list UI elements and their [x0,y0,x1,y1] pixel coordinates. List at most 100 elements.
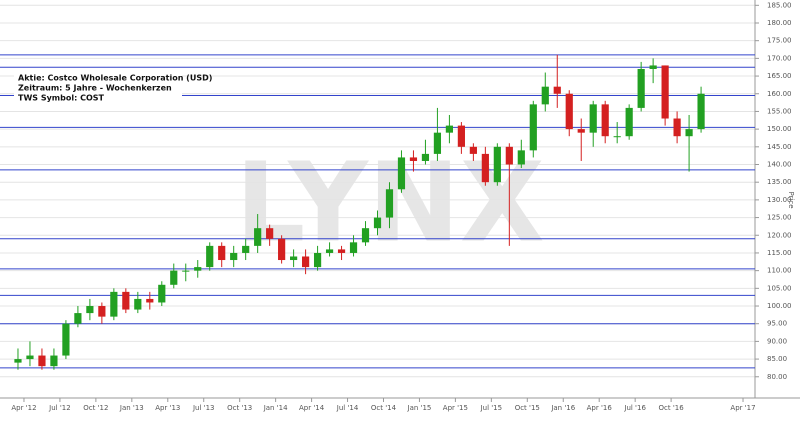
candle-body [230,252,238,261]
x-tick-label: Apr '13 [155,404,180,412]
candle-body [385,189,394,218]
y-tick-label: 120.00 [767,231,792,239]
candle-body [242,245,250,253]
x-tick-label: Jul '15 [480,404,503,412]
annotation: TWS Symbol: COST [18,94,105,103]
candle-body [62,323,70,356]
y-tick-label: 90.00 [767,337,787,345]
y-tick-label: 125.00 [767,214,792,222]
annotation: Aktie: Costco Wholesale Corporation (USD… [18,74,212,83]
candle-body [182,270,190,272]
candle-body [649,65,657,69]
x-tick-label: Jul '12 [48,404,71,412]
candle-body [206,245,214,268]
candle-body [86,306,94,314]
candle-body [290,256,298,261]
y-tick-label: 180.00 [767,19,792,27]
y-tick-label: 110.00 [767,267,792,275]
candle-body [110,291,118,317]
x-tick-label: Apr '17 [730,404,755,412]
candle-body [98,306,106,317]
candle-body [134,298,142,310]
candle-body [373,217,382,229]
candle-body [445,125,453,133]
candle-body [254,228,262,246]
y-tick-label: 145.00 [767,143,792,151]
x-tick-label: Jan '14 [263,404,288,412]
candle-body [278,238,286,261]
candle-body [409,157,418,161]
annotation: Zeitraum: 5 Jahre - Wochenkerzen [18,84,172,93]
y-tick-label: 155.00 [767,107,792,115]
y-tick-label: 115.00 [767,249,792,257]
candle-body [170,270,178,285]
candle-body [589,104,597,133]
candle-body [325,249,334,253]
candle-body [349,242,358,253]
annotation-box [14,72,182,104]
candle-body [529,104,537,151]
x-tick-label: Jul '13 [192,404,215,412]
candle-body [433,132,442,154]
y-tick-label: 140.00 [767,161,792,169]
candle-body [553,86,561,94]
x-tick-label: Apr '15 [443,404,468,412]
y-tick-label: 80.00 [767,373,787,381]
candle-body [14,359,22,363]
x-tick-label: Oct '16 [659,404,685,412]
candle-body [625,107,633,137]
x-tick-label: Oct '14 [371,404,397,412]
x-tick-label: Apr '14 [299,404,325,412]
y-axis-label: Price [787,191,795,208]
x-tick-label: Jan '15 [407,404,432,412]
candle-body [158,284,166,303]
x-tick-label: Jan '16 [550,404,575,412]
y-tick-label: 175.00 [767,37,792,45]
candle-body [541,86,549,105]
candle-body [697,93,705,130]
candle-body [457,125,465,147]
y-tick-label: 185.00 [767,1,792,9]
candle-body [38,355,46,367]
candle-body [469,146,477,154]
y-tick-label: 170.00 [767,54,792,62]
y-tick-label: 95.00 [767,320,787,328]
x-tick-label: Oct '15 [515,404,540,412]
candle-body [337,249,346,253]
candle-body [266,228,274,239]
y-tick-label: 135.00 [767,178,792,186]
candle-body [26,355,34,360]
candle-body [601,104,609,137]
y-tick-label: 165.00 [767,72,792,80]
candle-body [74,313,82,324]
candle-body [637,68,645,108]
candle-body [577,129,585,133]
y-tick-label: 150.00 [767,125,792,133]
candle-body [194,267,202,271]
candle-body [673,118,681,137]
candle-body [421,153,430,161]
candle-body [493,146,501,183]
candle-body [122,291,130,310]
candle-body [565,93,573,130]
y-tick-label: 100.00 [767,302,792,310]
candle-body [50,355,58,367]
candle-body [313,252,322,268]
candle-body [517,150,525,165]
candle-body [218,245,226,261]
candle-body [146,298,154,303]
candle-body [505,146,513,165]
candle-body [685,129,693,137]
x-tick-label: Oct '13 [227,404,252,412]
candle-body [361,228,370,243]
candle-body [302,256,310,268]
x-tick-label: Jul '16 [623,404,646,412]
x-tick-label: Oct '12 [83,404,108,412]
candle-body [397,157,406,190]
candle-body [481,153,489,183]
y-tick-label: 130.00 [767,196,792,204]
candle-body [613,136,621,138]
x-tick-label: Jan '13 [119,404,144,412]
x-tick-label: Apr '12 [11,404,36,412]
